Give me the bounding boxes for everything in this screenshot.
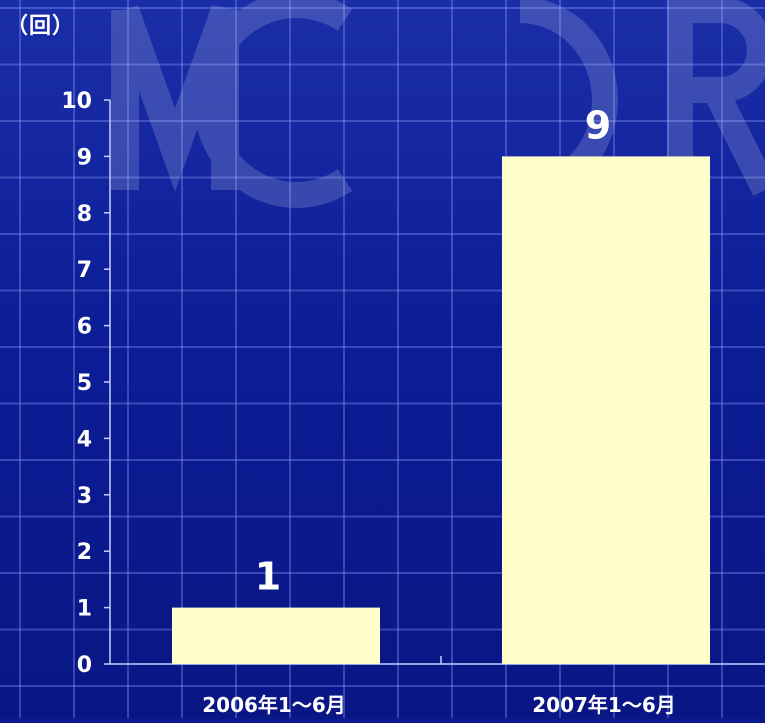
y-tick-label: 9 xyxy=(77,145,92,170)
y-tick-label: 7 xyxy=(77,258,92,283)
y-tick-label: 3 xyxy=(77,484,92,509)
x-category-label: 2007年1～6月 xyxy=(532,693,676,717)
y-tick-label: 1 xyxy=(77,597,92,622)
y-tick-label: 10 xyxy=(61,89,92,114)
labels: 0 1 2 3 4 5 6 7 8 9 10 1 2006年1～6月 9 2007年1～6月 xyxy=(61,89,675,717)
y-tick-label: 8 xyxy=(77,202,92,227)
data-label: 1 xyxy=(255,555,281,599)
y-tick-label: 5 xyxy=(77,371,92,396)
y-unit-label: （回） xyxy=(6,14,76,39)
x-category-label: 2006年1～6月 xyxy=(202,693,346,717)
y-tick-label: 0 xyxy=(77,653,92,678)
y-tick-label: 4 xyxy=(77,427,92,452)
bar xyxy=(172,607,380,664)
y-tick-label: 2 xyxy=(77,540,92,565)
y-tick-label: 6 xyxy=(77,315,92,340)
bar xyxy=(502,156,710,664)
bars xyxy=(172,156,710,664)
data-label: 9 xyxy=(585,103,611,147)
